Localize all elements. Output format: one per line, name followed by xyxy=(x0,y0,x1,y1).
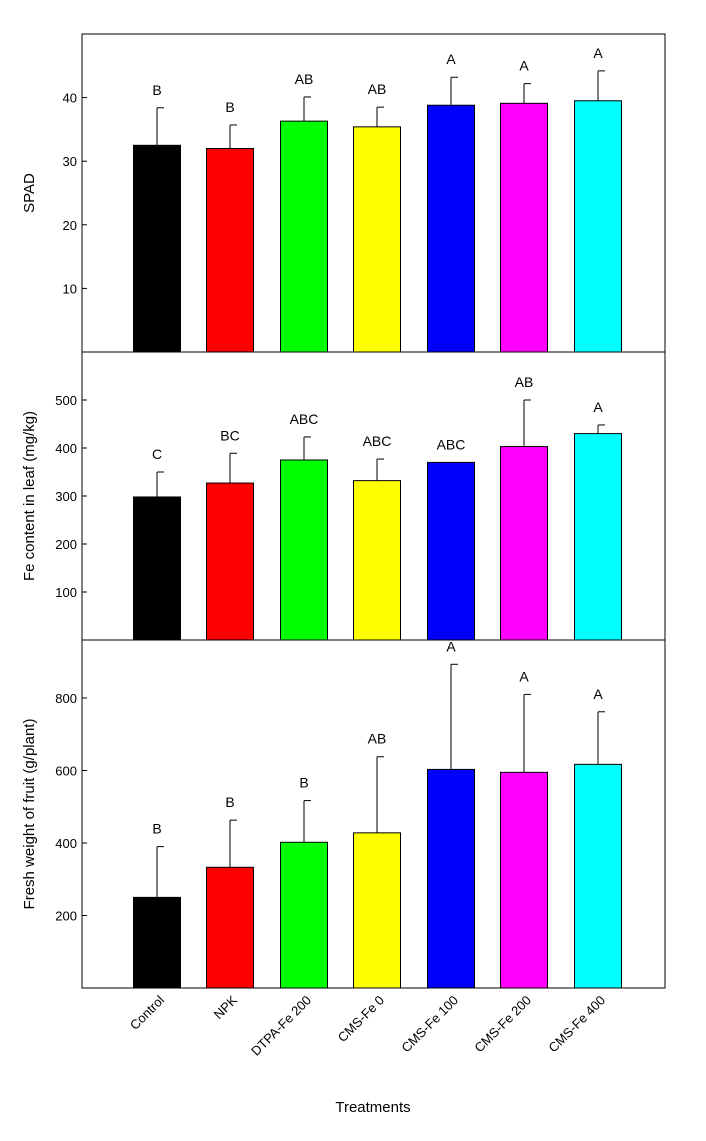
significance-letter: AB xyxy=(295,71,314,87)
bar-cms-fe-400 xyxy=(574,433,622,641)
bar-cms-fe-100 xyxy=(427,768,475,989)
significance-letter: C xyxy=(152,446,162,462)
y-tick-label: 20 xyxy=(63,218,77,233)
y-tick-label: 500 xyxy=(55,393,77,408)
y-tick-label: 100 xyxy=(55,585,77,600)
bar-cms-fe-400 xyxy=(574,763,622,989)
significance-letter: AB xyxy=(368,81,387,97)
significance-letter: ABC xyxy=(437,436,466,452)
significance-letter: A xyxy=(593,399,603,415)
significance-letter: A xyxy=(446,51,456,67)
y-tick-label: 400 xyxy=(55,836,77,851)
significance-letter: AB xyxy=(368,731,387,747)
significance-letter: B xyxy=(152,82,161,98)
x-tick-label: CMS-Fe 400 xyxy=(545,993,608,1056)
x-tick-label: NPK xyxy=(211,992,241,1022)
y-tick-label: 800 xyxy=(55,691,77,706)
y-tick-label: 10 xyxy=(63,281,77,296)
significance-letter: A xyxy=(519,58,529,74)
bar-control xyxy=(133,144,181,353)
bar-dtpa-fe-200 xyxy=(280,459,328,641)
bar-dtpa-fe-200 xyxy=(280,841,328,989)
x-axis-label: Treatments xyxy=(335,1099,410,1116)
chart-panel-1: 10 20 30 40 SPAD B B AB AB A A A xyxy=(21,33,666,353)
x-tick-label: CMS-Fe 100 xyxy=(398,993,461,1056)
bar-npk xyxy=(206,482,254,641)
y-axis-label: Fresh weight of fruit (g/plant) xyxy=(21,719,38,910)
chart-panel-2: 100 200 300 400 500 Fe content in leaf (mg/kg… xyxy=(21,351,666,641)
significance-letter: A xyxy=(446,638,456,654)
significance-letter: A xyxy=(519,668,529,684)
bar-cms-fe-0 xyxy=(353,832,401,989)
significance-letter: ABC xyxy=(363,433,392,449)
bar-dtpa-fe-200 xyxy=(280,120,328,353)
significance-letter: BC xyxy=(220,427,239,443)
bar-npk xyxy=(206,866,254,989)
bar-cms-fe-0 xyxy=(353,126,401,353)
x-tick-label: DTPA-Fe 200 xyxy=(248,993,314,1059)
x-tick-label: CMS-Fe 200 xyxy=(471,993,534,1056)
significance-letter: AB xyxy=(515,374,534,390)
y-tick-label: 30 xyxy=(63,154,77,169)
significance-letter: B xyxy=(299,775,308,791)
bar-cms-fe-100 xyxy=(427,104,475,353)
y-tick-label: 300 xyxy=(55,489,77,504)
bar-cms-fe-100 xyxy=(427,461,475,641)
bar-cms-fe-200 xyxy=(500,102,548,353)
x-tick-label: Control xyxy=(127,992,167,1032)
significance-letter: B xyxy=(225,794,234,810)
y-tick-label: 400 xyxy=(55,441,77,456)
bar-cms-fe-200 xyxy=(500,446,548,641)
bar-npk xyxy=(206,147,254,353)
bar-control xyxy=(133,896,181,989)
significance-letter: A xyxy=(593,686,603,702)
significance-letter: B xyxy=(225,99,234,115)
y-axis-label: SPAD xyxy=(21,173,38,213)
significance-letter: ABC xyxy=(290,411,319,427)
significance-letter: A xyxy=(593,45,603,61)
bar-cms-fe-0 xyxy=(353,480,401,641)
y-axis-label: Fe content in leaf (mg/kg) xyxy=(21,411,38,581)
bar-cms-fe-200 xyxy=(500,771,548,989)
y-tick-label: 200 xyxy=(55,909,77,924)
y-tick-label: 40 xyxy=(63,91,77,106)
x-tick-label: CMS-Fe 0 xyxy=(335,993,387,1045)
y-tick-label: 600 xyxy=(55,764,77,779)
x-tick-labels: Control NPK DTPA-Fe 200 CMS-Fe 0 CMS-Fe 100 C… xyxy=(127,992,608,1058)
bar-cms-fe-400 xyxy=(574,100,622,353)
y-tick-label: 200 xyxy=(55,537,77,552)
chart-panel-3: 200 400 600 800 Fresh weight of fruit (g/pla… xyxy=(21,638,666,989)
bar-control xyxy=(133,496,181,641)
significance-letter: B xyxy=(152,821,161,837)
